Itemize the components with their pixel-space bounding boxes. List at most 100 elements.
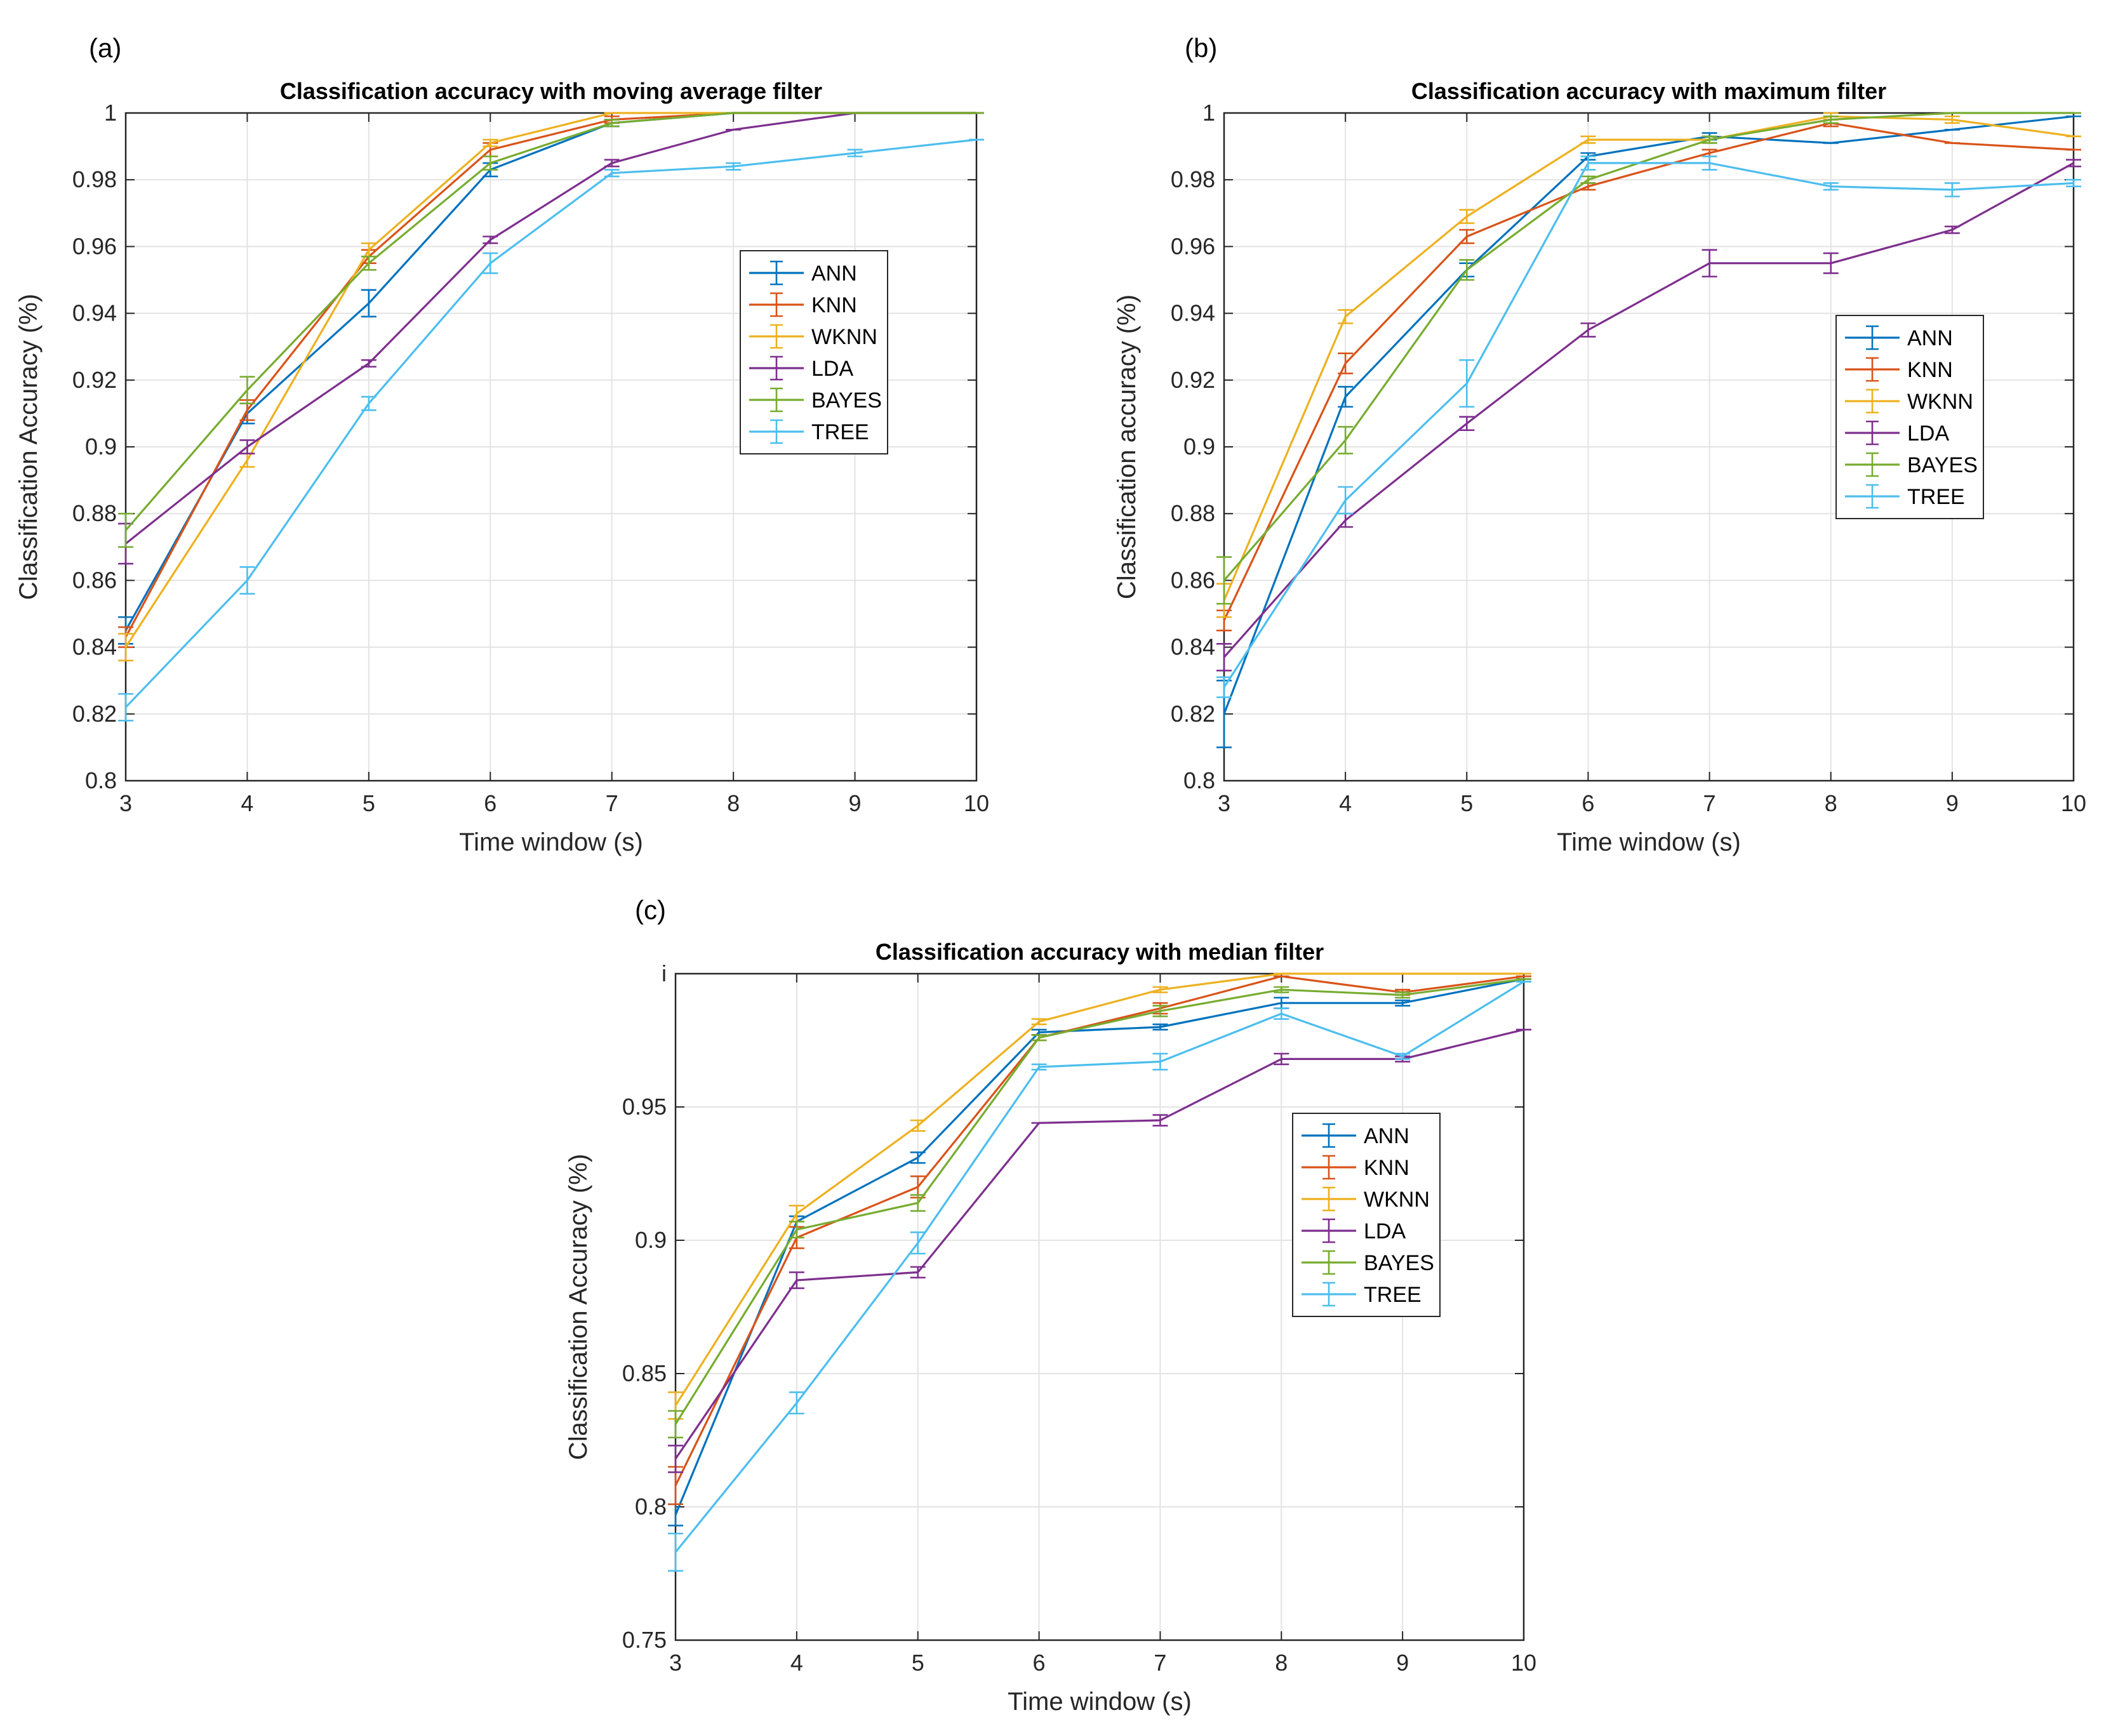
error-bar	[239, 439, 255, 454]
error-bar	[789, 1271, 804, 1289]
y-tick-label: 0.86	[72, 567, 117, 593]
error-bar	[668, 1532, 683, 1572]
series-lda	[1216, 159, 2081, 672]
error-bar	[361, 359, 376, 368]
y-tick-label: 1	[104, 100, 117, 126]
error-bar	[1395, 999, 1411, 1007]
x-tick-label: 10	[1511, 1650, 1536, 1676]
error-bar	[239, 376, 255, 404]
error-bar	[1338, 486, 1354, 515]
error-bar	[1580, 135, 1596, 144]
error-bar	[361, 395, 376, 411]
series-line-lda	[125, 112, 976, 545]
x-tick-label: 8	[727, 790, 740, 816]
y-tick-label: i	[662, 960, 667, 986]
panel-label: (a)	[89, 33, 121, 63]
error-bar	[483, 252, 498, 274]
error-bar	[789, 1391, 804, 1415]
series-line-lda	[674, 1028, 1524, 1460]
error-bar	[1580, 175, 1596, 184]
x-tick-label: 4	[241, 790, 253, 816]
error-bar	[1944, 182, 1960, 197]
error-bar	[910, 1266, 926, 1279]
x-tick-label: 8	[1275, 1650, 1288, 1676]
legend: ANN KNN WKNN LDA BAYES TREE	[1292, 1113, 1441, 1317]
error-bar	[239, 566, 255, 595]
legend-item-ann: ANN	[1302, 1123, 1409, 1148]
error-bar	[1338, 426, 1354, 454]
x-tick-label: 4	[790, 1650, 803, 1676]
error-bar	[1031, 1063, 1047, 1071]
y-tick-label: 0.92	[72, 367, 117, 393]
error-bar	[483, 156, 498, 171]
series-line-ann	[674, 977, 1524, 1516]
error-bar	[1702, 249, 1717, 278]
error-bar	[1274, 1052, 1289, 1066]
error-bar	[1459, 209, 1475, 224]
error-bar	[1216, 676, 1232, 698]
legend-label: WKNN	[1907, 390, 1973, 414]
x-tick-label: 3	[1218, 790, 1230, 816]
x-tick-label: 5	[912, 1650, 924, 1676]
y-tick-label: 0.8	[85, 767, 117, 793]
error-bar	[118, 512, 133, 548]
legend-box	[740, 250, 888, 454]
series-bayes	[668, 977, 1531, 1439]
error-bar	[910, 1194, 926, 1212]
y-tick-label: 0.96	[72, 233, 117, 259]
x-tick-label: 6	[484, 790, 496, 816]
legend-label: BAYES	[811, 388, 882, 413]
panel-b: 3 4 5 6 7 8 9 10 0.8 0.82 0.84 0.86 0.88 0.9 0.92 0.94 0…	[1113, 33, 2086, 856]
legend-label: LDA	[811, 357, 853, 381]
error-bar	[361, 289, 376, 318]
error-bar	[1459, 229, 1475, 244]
error-bar	[1395, 991, 1411, 999]
error-bar	[1944, 225, 1960, 234]
x-tick-label: 8	[1825, 790, 1837, 816]
error-bar	[1216, 643, 1232, 672]
series-ann	[1216, 115, 2081, 748]
legend: ANN KNN WKNN LDA BAYES TREE	[1835, 315, 1984, 519]
x-tick-label: 3	[119, 790, 132, 816]
error-bar	[910, 1151, 926, 1164]
series-line-tree	[674, 981, 1524, 1553]
legend-label: TREE	[811, 420, 869, 444]
x-tick-label: 9	[1946, 790, 1959, 816]
y-tick-label: 0.85	[622, 1360, 667, 1386]
x-axis-label: Time window (s)	[459, 828, 643, 856]
legend-item-knn: KNN	[1302, 1155, 1409, 1180]
legend-label: KNN	[1907, 358, 1953, 382]
error-bar	[1580, 322, 1596, 338]
series-line-lda	[1223, 162, 2074, 658]
error-bar	[1702, 135, 1717, 144]
legend-item-bayes: BAYES	[1845, 452, 1978, 477]
legend-label: ANN	[811, 262, 857, 286]
panel-label: (b)	[1185, 33, 1217, 63]
panel-label: (c)	[635, 895, 666, 925]
legend-item-lda: LDA	[1845, 420, 1949, 446]
legend-item-wknn: WKNN	[749, 324, 877, 349]
x-tick-label: 7	[1703, 790, 1716, 816]
y-tick-label: 1	[1202, 100, 1215, 126]
y-tick-label: 0.84	[72, 634, 117, 660]
legend-item-lda: LDA	[1302, 1218, 1406, 1243]
legend: ANN KNN WKNN LDA BAYES TREE	[740, 250, 888, 454]
y-tick-label: 0.9	[635, 1227, 667, 1253]
y-tick-label: 0.98	[1171, 166, 1215, 192]
error-bar	[1216, 556, 1232, 605]
legend-label: ANN	[1907, 326, 1953, 350]
error-bar	[1459, 359, 1475, 408]
x-tick-label: 10	[964, 790, 989, 816]
axes-box	[674, 972, 1525, 1641]
series-tree	[1216, 156, 2081, 698]
legend-box	[1835, 315, 1984, 519]
legend-item-lda: LDA	[749, 355, 853, 381]
error-bar	[1152, 986, 1168, 993]
error-bar	[1031, 1034, 1047, 1042]
x-tick-label: 6	[1033, 1650, 1046, 1676]
x-tick-label: 9	[1396, 1650, 1409, 1676]
series-wknn	[668, 972, 1531, 1420]
series-lda	[668, 1028, 1531, 1473]
y-tick-label: 0.8	[1183, 767, 1215, 793]
